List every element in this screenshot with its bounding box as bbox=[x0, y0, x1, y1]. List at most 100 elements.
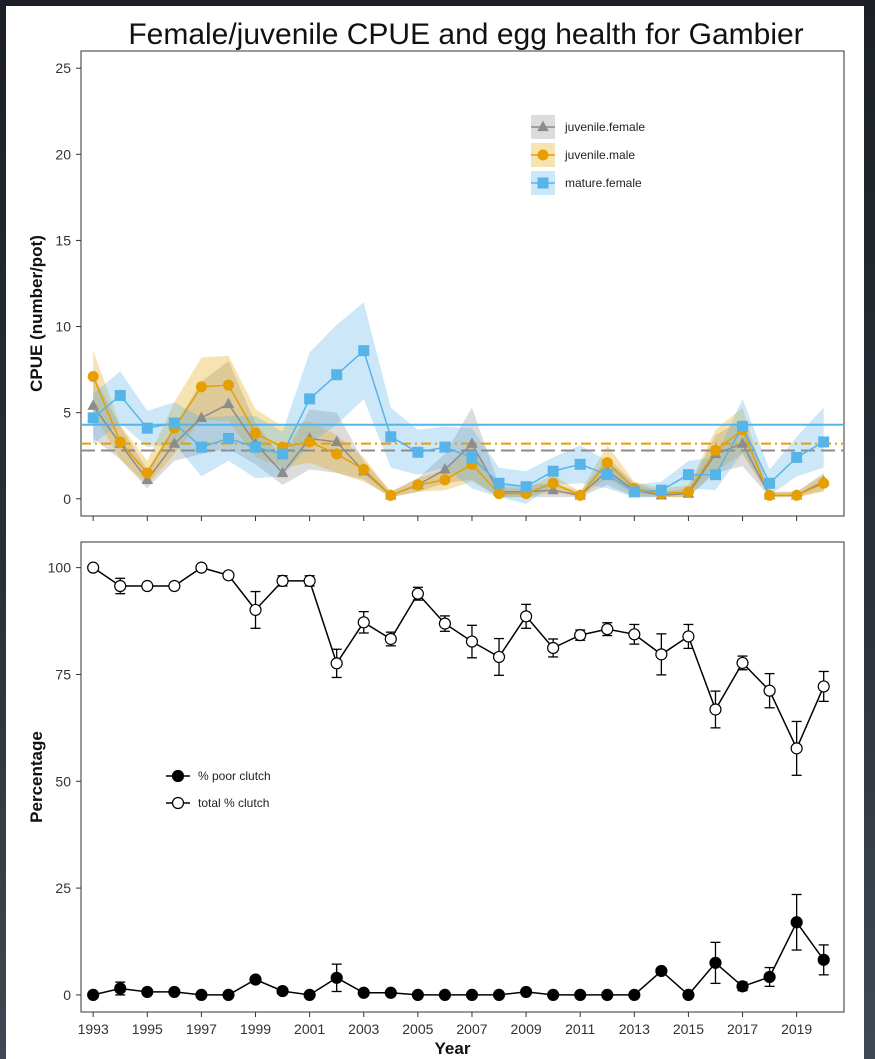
point-total-clutch bbox=[168, 579, 181, 593]
point-poor-clutch bbox=[817, 953, 830, 966]
x-tick-label: 1995 bbox=[132, 1021, 163, 1037]
top-legend: juvenile.female juvenile.male mature.femal… bbox=[531, 115, 645, 195]
point-mature-female bbox=[222, 433, 234, 444]
point-total-clutch bbox=[357, 616, 370, 629]
top-series-lines bbox=[87, 345, 830, 501]
chart-figure: Female/juvenile CPUE and egg health for … bbox=[27, 18, 845, 1058]
point-total-clutch bbox=[601, 623, 614, 636]
point-total-clutch bbox=[709, 703, 722, 716]
y-tick-label: 20 bbox=[55, 146, 71, 162]
point-total-clutch bbox=[736, 656, 749, 670]
point-poor-clutch bbox=[682, 988, 695, 1002]
point-poor-clutch bbox=[222, 988, 235, 1002]
point-juvenile-female bbox=[222, 397, 235, 409]
point-juvenile-female bbox=[547, 483, 559, 495]
point-total-clutch bbox=[682, 630, 695, 643]
point-juvenile-male bbox=[547, 477, 559, 489]
band-mature-female bbox=[93, 302, 824, 504]
point-total-clutch bbox=[411, 587, 424, 600]
point-mature-female bbox=[791, 451, 803, 463]
point-poor-clutch bbox=[492, 988, 506, 1002]
point-mature-female bbox=[141, 422, 153, 434]
point-total-clutch bbox=[547, 641, 560, 655]
legend-label: % poor clutch bbox=[198, 769, 271, 783]
x-tick-label: 2015 bbox=[673, 1021, 704, 1037]
top-mean-lines bbox=[81, 423, 844, 452]
top-panel: 0 5 10 15 20 25 CPUE (number/pot) juvenile.fe… bbox=[27, 50, 845, 521]
point-poor-clutch bbox=[790, 916, 803, 929]
point-juvenile-male bbox=[358, 464, 370, 475]
point-juvenile-male bbox=[574, 489, 586, 501]
point-poor-clutch bbox=[709, 956, 722, 969]
line-juvenile-male bbox=[92, 376, 825, 497]
point-mature-female bbox=[601, 469, 613, 481]
x-tick-label: 2017 bbox=[727, 1021, 758, 1037]
point-poor-clutch bbox=[141, 985, 154, 999]
point-mature-female bbox=[195, 441, 207, 453]
bottom-panel: 0 25 50 75 100 1993 1995 1997 1999 2001 2003 2005 2… bbox=[27, 541, 845, 1058]
point-mature-female bbox=[574, 458, 586, 470]
point-mature-female bbox=[168, 417, 180, 429]
line-mature-female bbox=[92, 349, 825, 493]
top-y-axis-title: CPUE (number/pot) bbox=[27, 235, 46, 392]
point-total-clutch bbox=[195, 561, 208, 574]
point-total-clutch bbox=[574, 629, 587, 642]
y-tick-label: 100 bbox=[48, 560, 72, 576]
x-tick-label: 2003 bbox=[348, 1021, 379, 1037]
line-total-clutch bbox=[92, 566, 825, 751]
point-total-clutch bbox=[249, 603, 262, 617]
point-juvenile-male bbox=[439, 474, 451, 486]
point-mature-female bbox=[520, 481, 532, 493]
point-mature-female bbox=[682, 469, 694, 481]
point-juvenile-male bbox=[764, 489, 776, 501]
point-total-clutch bbox=[303, 574, 316, 587]
point-poor-clutch bbox=[574, 988, 587, 1002]
legend-marker-juvenile-male bbox=[537, 149, 549, 161]
y-tick-label: 5 bbox=[63, 405, 71, 421]
point-poor-clutch bbox=[384, 986, 397, 999]
point-mature-female bbox=[87, 412, 99, 424]
top-confidence-bands bbox=[93, 302, 824, 504]
y-tick-label: 75 bbox=[55, 666, 71, 682]
top-y-axis: 0 5 10 15 20 25 bbox=[55, 60, 81, 507]
point-mature-female bbox=[277, 448, 289, 460]
y-tick-label: 15 bbox=[55, 232, 71, 248]
point-total-clutch bbox=[87, 561, 100, 574]
point-mature-female bbox=[304, 393, 316, 405]
legend-label-mature-female: mature.female bbox=[565, 176, 642, 190]
point-total-clutch bbox=[141, 579, 154, 593]
point-juvenile-female bbox=[141, 473, 154, 484]
legend-marker bbox=[171, 769, 185, 783]
chart-title: Female/juvenile CPUE and egg health for … bbox=[128, 18, 803, 51]
point-total-clutch bbox=[276, 574, 289, 587]
point-mature-female bbox=[737, 420, 749, 432]
legend-label-juvenile-female: juvenile.female bbox=[564, 120, 645, 134]
point-total-clutch bbox=[519, 610, 533, 623]
point-poor-clutch bbox=[411, 988, 424, 1002]
point-mature-female bbox=[709, 469, 721, 481]
point-juvenile-female bbox=[168, 437, 181, 448]
point-total-clutch bbox=[114, 579, 127, 593]
point-juvenile-male bbox=[250, 427, 262, 439]
point-total-clutch bbox=[790, 742, 803, 755]
point-mature-female bbox=[628, 486, 640, 498]
y-tick-label: 50 bbox=[55, 773, 71, 789]
point-mature-female bbox=[385, 431, 397, 443]
point-juvenile-male bbox=[87, 371, 99, 382]
band-juvenile-male bbox=[93, 350, 824, 498]
point-mature-female bbox=[331, 369, 343, 381]
point-juvenile-male bbox=[114, 436, 126, 448]
y-tick-label: 0 bbox=[63, 987, 71, 1003]
figure-panel: Female/juvenile CPUE and egg health for … bbox=[6, 6, 864, 1059]
point-poor-clutch bbox=[303, 988, 316, 1002]
point-mature-female bbox=[818, 436, 830, 448]
point-mature-female bbox=[493, 477, 505, 489]
point-mature-female bbox=[412, 446, 424, 458]
point-total-clutch bbox=[655, 648, 668, 661]
point-poor-clutch bbox=[465, 988, 479, 1002]
x-axis-title: Year bbox=[435, 1039, 471, 1058]
point-poor-clutch bbox=[601, 988, 614, 1002]
legend-marker-mature-female bbox=[537, 177, 549, 189]
point-mature-female bbox=[358, 345, 370, 357]
